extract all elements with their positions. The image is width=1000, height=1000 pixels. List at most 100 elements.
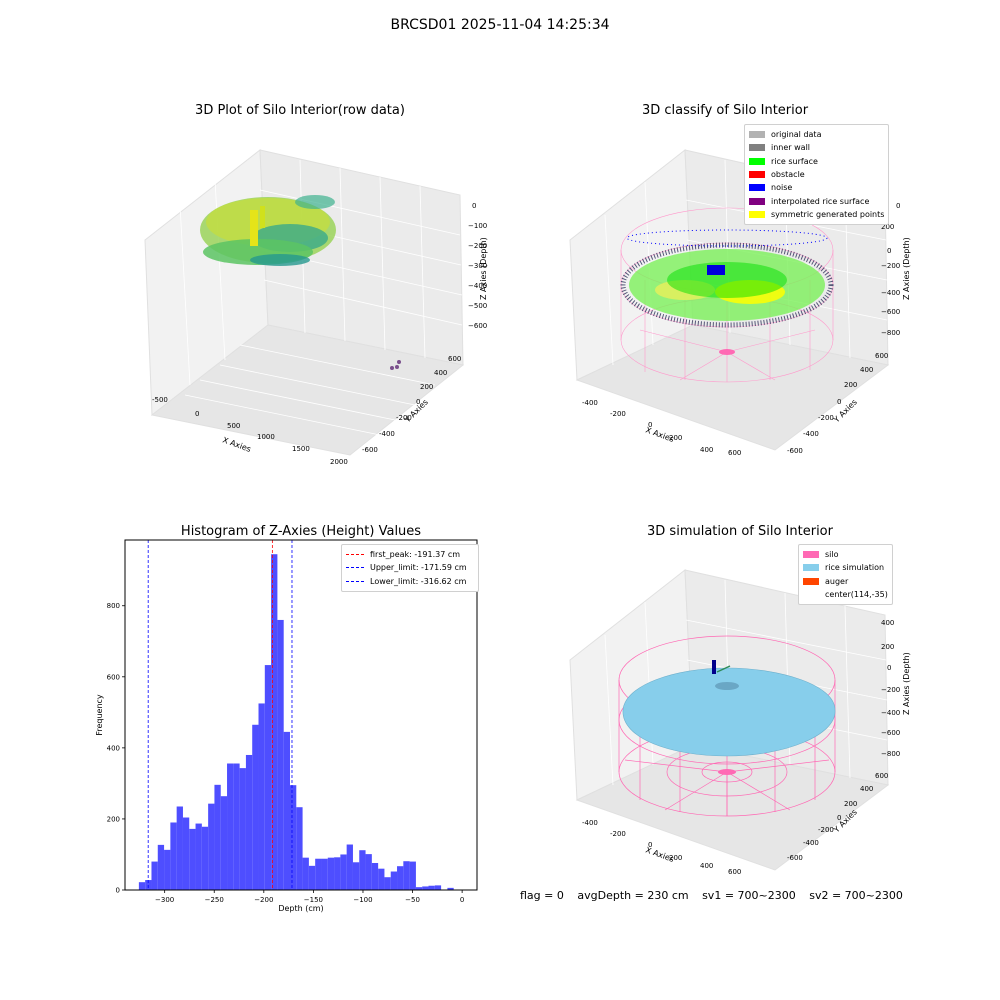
svg-text:-200: -200	[610, 410, 626, 418]
raw-3d-plot: -500 0 500 1000 1500 2000 X Axies -600 -…	[144, 149, 488, 466]
histogram-bar	[220, 796, 228, 890]
plot-frame	[124, 539, 478, 891]
histogram-bar	[208, 803, 215, 890]
histogram-bar	[227, 763, 234, 890]
histogram-bar	[434, 885, 442, 890]
histogram-bar	[415, 887, 423, 890]
classify-legend: original data inner wall rice surface ob…	[744, 124, 890, 226]
svg-text:-200: -200	[610, 830, 626, 838]
histogram-bar	[289, 785, 297, 890]
histogram-bar	[157, 844, 165, 890]
svg-text:500: 500	[227, 422, 240, 430]
histogram-bar	[264, 665, 272, 890]
z-tick-labels: 400 200 0 −200 −400 −600 −800	[881, 619, 900, 758]
svg-text:-200: -200	[818, 414, 834, 422]
histogram-bar	[371, 862, 379, 890]
z-axis-label: Z Axies (Depth)	[902, 652, 911, 715]
svg-text:400: 400	[860, 366, 873, 374]
svg-text:-400: -400	[582, 819, 598, 827]
histogram-legend: first_peak: -191.37 cm Upper_limit: -171…	[341, 544, 479, 592]
histogram-bar	[277, 619, 284, 890]
histogram-bar	[245, 754, 253, 890]
z-tick-labels: 0 200 0 −200 −400 −600 −800	[881, 202, 900, 337]
svg-text:2000: 2000	[330, 458, 348, 466]
legend-item-original: original data	[749, 128, 884, 141]
legend-item-first-peak: first_peak: -191.37 cm	[346, 548, 474, 561]
svg-text:0: 0	[837, 814, 841, 822]
legend-item-center: center(114,-35)	[825, 590, 888, 600]
histogram-bar	[164, 849, 171, 890]
y-tick-label: 600	[107, 673, 120, 681]
x-axis-label: X Axies	[221, 435, 252, 454]
histogram-bar	[384, 877, 391, 890]
y-tick-label: 200	[107, 815, 120, 823]
histogram-bar	[283, 731, 290, 890]
svg-text:0: 0	[887, 247, 891, 255]
auger-marker	[712, 660, 731, 674]
svg-text:-400: -400	[379, 430, 395, 438]
svg-text:-400: -400	[582, 399, 598, 407]
x-tick-labels: -400 -200 0 200 400 600	[582, 819, 741, 876]
legend-item-auger: auger	[803, 575, 888, 588]
silo-bottom-center	[718, 769, 736, 775]
status-line: flag = 0 avgDepth = 230 cm sv1 = 700~230…	[520, 889, 913, 902]
x-tick-label: −50	[405, 896, 420, 904]
legend-item-interpolated: interpolated rice surface	[749, 194, 884, 207]
svg-text:−200: −200	[881, 686, 900, 694]
panel-title-classify: 3D classify of Silo Interior	[641, 103, 809, 118]
svg-text:0: 0	[887, 664, 891, 672]
legend-item-rice-simulation: rice simulation	[803, 561, 888, 574]
flag-value: flag = 0	[520, 889, 564, 902]
classified-points	[620, 229, 834, 355]
y-tick-label: 400	[107, 744, 120, 752]
histogram-bar	[359, 850, 366, 890]
legend-item-symmetric: symmetric generated points	[749, 208, 884, 221]
svg-text:200: 200	[420, 383, 433, 391]
svg-text:−500: −500	[468, 302, 487, 310]
avg-depth-value: avgDepth = 230 cm	[577, 889, 689, 902]
svg-text:−200: −200	[468, 242, 487, 250]
svg-text:0: 0	[837, 398, 841, 406]
x-tick-label: −300	[155, 896, 174, 904]
svg-text:200: 200	[669, 434, 682, 442]
x-axis-label: Depth (cm)	[278, 904, 323, 913]
histogram-bar	[151, 861, 158, 890]
svg-text:200: 200	[881, 643, 894, 651]
svg-text:−400: −400	[881, 709, 900, 717]
legend-item-obstacle: obstacle	[749, 168, 884, 181]
svg-text:−200: −200	[881, 262, 900, 270]
histogram-bar	[346, 844, 353, 890]
histogram-bar	[252, 724, 259, 890]
svg-text:0: 0	[195, 410, 199, 418]
legend-item-inner-wall: inner wall	[749, 141, 884, 154]
histogram-bar	[334, 857, 341, 890]
svg-text:-600: -600	[787, 854, 803, 862]
svg-text:−400: −400	[881, 289, 900, 297]
x-tick-label: −100	[353, 896, 372, 904]
histogram-bar	[296, 807, 303, 890]
y-tick-labels: -600 -400 -200 0 200 400 600	[787, 772, 888, 862]
svg-text:200: 200	[669, 854, 682, 862]
svg-text:400: 400	[860, 785, 873, 793]
x-tick-labels: -400 -200 0 200 400 600	[582, 399, 741, 457]
svg-text:600: 600	[448, 355, 461, 363]
y-axis-ticks: 0 200 400 600 800	[107, 602, 125, 895]
histogram-bar	[390, 871, 398, 890]
legend-item-rice-surface: rice surface	[749, 155, 884, 168]
histogram-bar	[447, 887, 454, 890]
histogram-title: Histogram of Z-Axies (Height) Values	[180, 524, 422, 539]
histogram-bar	[409, 861, 416, 890]
y-tick-label: 0	[116, 887, 120, 895]
grid-lines	[179, 159, 463, 436]
z-tick-labels: 0 −100 −200 −300 −400 −500 −600	[468, 202, 487, 330]
svg-text:-400: -400	[803, 839, 819, 847]
svg-text:0: 0	[648, 421, 652, 429]
histogram-bar	[308, 865, 316, 890]
svg-text:-500: -500	[152, 396, 168, 404]
sv1-value: sv1 = 700~2300	[702, 889, 796, 902]
y-tick-label: 800	[107, 602, 120, 610]
histogram-bar	[201, 826, 209, 890]
svg-text:200: 200	[844, 381, 857, 389]
histogram-bar	[170, 822, 177, 890]
svg-text:−600: −600	[881, 729, 900, 737]
